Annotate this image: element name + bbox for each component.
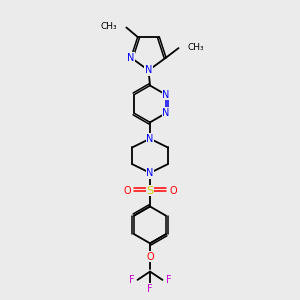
Text: F: F bbox=[166, 275, 171, 285]
Text: N: N bbox=[162, 90, 169, 100]
Text: N: N bbox=[145, 65, 152, 75]
Text: F: F bbox=[147, 284, 153, 293]
Text: N: N bbox=[146, 168, 154, 178]
Text: O: O bbox=[169, 186, 177, 196]
Text: S: S bbox=[146, 186, 154, 196]
Text: O: O bbox=[123, 186, 131, 196]
Text: CH₃: CH₃ bbox=[101, 22, 118, 32]
Text: CH₃: CH₃ bbox=[188, 43, 204, 52]
Text: N: N bbox=[127, 52, 135, 63]
Text: N: N bbox=[146, 134, 154, 144]
Text: F: F bbox=[129, 275, 134, 285]
Text: N: N bbox=[162, 108, 169, 118]
Text: O: O bbox=[146, 252, 154, 262]
